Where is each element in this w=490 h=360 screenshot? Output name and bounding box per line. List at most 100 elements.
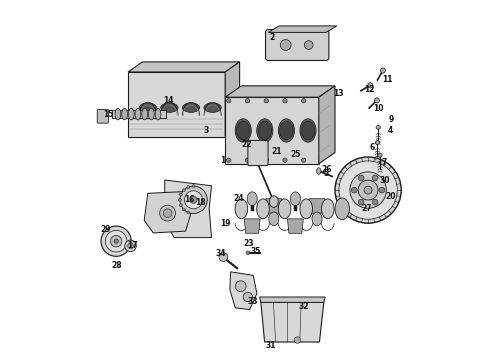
Text: 21: 21 [271, 148, 281, 156]
Text: 32: 32 [298, 302, 309, 311]
Text: 1: 1 [220, 156, 225, 165]
Ellipse shape [376, 126, 380, 129]
Ellipse shape [257, 119, 273, 142]
Circle shape [372, 199, 378, 205]
Ellipse shape [335, 198, 349, 220]
Text: 18: 18 [196, 198, 206, 207]
Ellipse shape [247, 192, 257, 206]
Circle shape [335, 157, 401, 223]
Polygon shape [288, 219, 303, 233]
Ellipse shape [321, 199, 334, 219]
Circle shape [339, 161, 397, 219]
Circle shape [358, 199, 364, 205]
Circle shape [301, 158, 306, 162]
Text: 9: 9 [389, 115, 394, 124]
Circle shape [294, 337, 301, 343]
Ellipse shape [375, 141, 380, 144]
Circle shape [243, 292, 252, 302]
Ellipse shape [269, 212, 279, 226]
Polygon shape [260, 297, 325, 302]
Text: 25: 25 [290, 150, 300, 158]
Polygon shape [225, 62, 240, 137]
Text: 6: 6 [369, 143, 374, 152]
Text: 24: 24 [234, 194, 245, 203]
Polygon shape [230, 272, 257, 310]
Text: 22: 22 [242, 140, 252, 149]
Ellipse shape [148, 108, 154, 120]
Text: 4: 4 [387, 126, 392, 135]
FancyBboxPatch shape [248, 140, 268, 166]
Circle shape [283, 158, 287, 162]
Circle shape [187, 186, 190, 189]
Text: 20: 20 [386, 192, 396, 201]
Ellipse shape [115, 108, 121, 120]
Circle shape [264, 158, 269, 162]
Circle shape [178, 198, 181, 201]
Circle shape [368, 83, 373, 88]
Circle shape [227, 99, 231, 103]
Ellipse shape [128, 108, 134, 120]
Text: 11: 11 [383, 76, 393, 85]
Text: 15: 15 [103, 109, 114, 118]
Circle shape [187, 211, 190, 214]
Circle shape [246, 251, 250, 255]
FancyBboxPatch shape [97, 109, 108, 123]
Polygon shape [225, 86, 335, 97]
Text: 12: 12 [365, 85, 375, 94]
Text: 30: 30 [380, 176, 391, 185]
Text: 2: 2 [270, 32, 274, 41]
Ellipse shape [182, 103, 199, 112]
Text: 31: 31 [266, 341, 276, 350]
Text: 29: 29 [100, 225, 111, 234]
Circle shape [304, 41, 313, 49]
Text: 7: 7 [382, 158, 387, 167]
Text: 13: 13 [333, 89, 343, 98]
FancyBboxPatch shape [266, 30, 329, 60]
Circle shape [114, 239, 118, 243]
Circle shape [372, 175, 378, 181]
Circle shape [245, 99, 250, 103]
Ellipse shape [378, 153, 382, 157]
Circle shape [110, 235, 122, 247]
Bar [112, 110, 166, 118]
Ellipse shape [280, 121, 293, 140]
Circle shape [227, 158, 231, 162]
Circle shape [105, 230, 127, 252]
Polygon shape [309, 199, 325, 213]
Circle shape [280, 40, 291, 50]
Polygon shape [269, 26, 337, 32]
Text: 35: 35 [250, 247, 261, 256]
Polygon shape [144, 192, 191, 233]
Ellipse shape [122, 108, 127, 120]
Ellipse shape [235, 119, 251, 142]
Text: 27: 27 [361, 204, 371, 213]
Circle shape [350, 172, 386, 208]
Ellipse shape [312, 212, 322, 226]
Text: 19: 19 [220, 219, 231, 228]
Circle shape [101, 226, 131, 256]
Text: 26: 26 [321, 165, 332, 174]
Circle shape [364, 186, 372, 194]
Circle shape [185, 191, 202, 209]
Ellipse shape [258, 121, 271, 140]
Text: 34: 34 [216, 249, 226, 258]
Ellipse shape [291, 192, 300, 206]
Polygon shape [261, 302, 324, 342]
Polygon shape [165, 180, 212, 238]
Ellipse shape [301, 121, 315, 140]
Ellipse shape [161, 103, 178, 112]
Circle shape [180, 186, 207, 213]
Circle shape [219, 253, 228, 261]
Circle shape [379, 187, 385, 193]
Ellipse shape [257, 199, 270, 219]
Circle shape [351, 187, 357, 193]
Circle shape [179, 193, 182, 196]
Ellipse shape [300, 119, 316, 142]
Circle shape [358, 175, 364, 181]
Circle shape [179, 204, 182, 207]
Ellipse shape [317, 168, 321, 174]
Polygon shape [245, 219, 260, 233]
Text: 16: 16 [184, 195, 195, 204]
Polygon shape [319, 86, 335, 164]
Ellipse shape [135, 108, 141, 120]
